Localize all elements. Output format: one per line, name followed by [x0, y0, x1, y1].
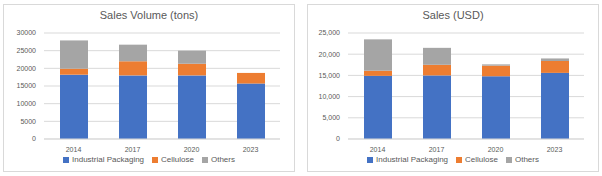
svg-text:20,000: 20,000 — [319, 51, 341, 58]
svg-text:20000: 20000 — [17, 65, 37, 72]
svg-text:25000: 25000 — [17, 47, 37, 54]
svg-text:2017: 2017 — [429, 146, 445, 153]
html-text:Others: Others — [211, 155, 235, 164]
html-text:Cellulose: Cellulose — [161, 155, 194, 164]
svg-text:0: 0 — [336, 135, 340, 142]
html-text:Sales (USD): Sales (USD) — [422, 9, 484, 21]
svg-text:30000: 30000 — [17, 29, 37, 36]
svg-text:25,000: 25,000 — [319, 29, 341, 36]
svg-text:2020: 2020 — [488, 146, 504, 153]
svg-text:5,000: 5,000 — [322, 114, 340, 121]
svg-text:2014: 2014 — [370, 146, 386, 153]
svg-text:15000: 15000 — [17, 82, 37, 89]
svg-text:10000: 10000 — [17, 100, 37, 107]
svg-text:2017: 2017 — [125, 146, 141, 153]
html-text:Industrial Packaging: Industrial Packaging — [72, 155, 145, 164]
svg-text:0: 0 — [32, 135, 36, 142]
svg-text:2014: 2014 — [66, 146, 82, 153]
svg-text:15,000: 15,000 — [319, 72, 341, 79]
svg-text:2023: 2023 — [547, 146, 563, 153]
svg-text:10,000: 10,000 — [319, 93, 341, 100]
svg-text:2023: 2023 — [243, 146, 259, 153]
html-text:Others: Others — [515, 155, 539, 164]
svg-text:5000: 5000 — [20, 118, 36, 125]
html-text:Industrial Packaging: Industrial Packaging — [376, 155, 449, 164]
html-text:Sales Volume (tons): Sales Volume (tons) — [99, 9, 199, 21]
svg-text:2020: 2020 — [184, 146, 200, 153]
html-text:Cellulose: Cellulose — [465, 155, 498, 164]
